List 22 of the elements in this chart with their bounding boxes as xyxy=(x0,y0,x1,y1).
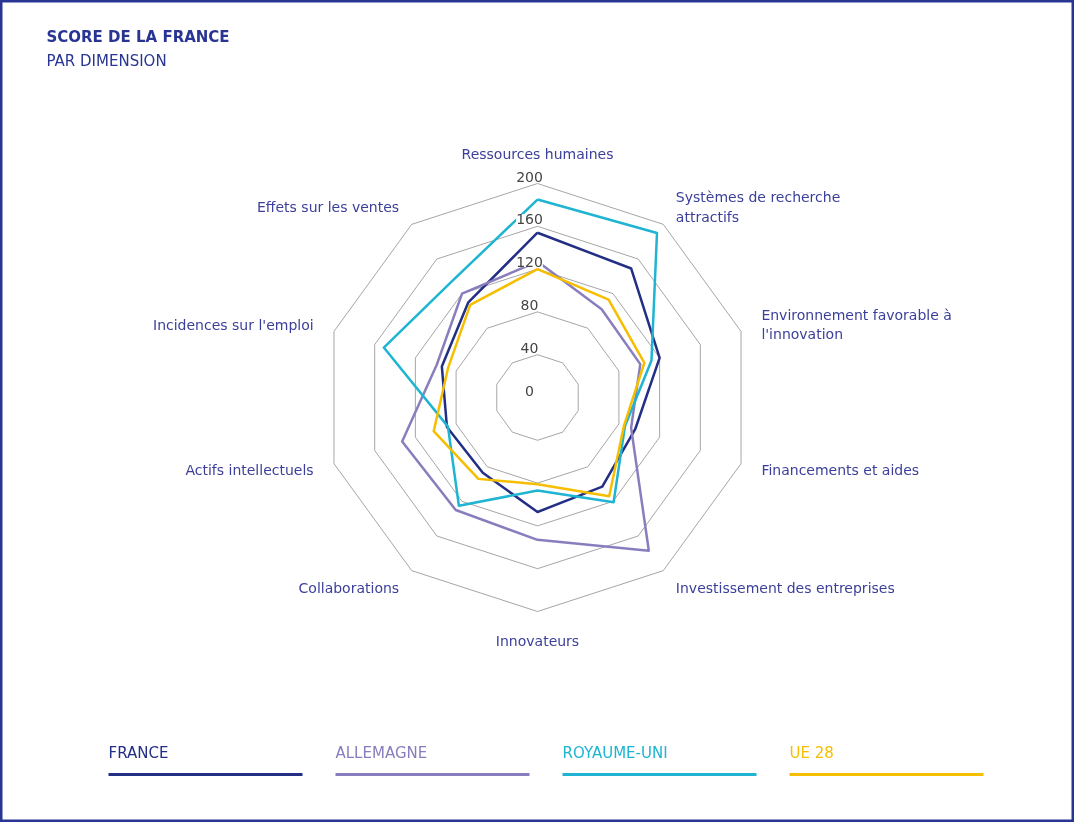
y-tick-label: 40 xyxy=(520,339,539,356)
y-tick-label: 120 xyxy=(516,254,543,271)
spoke-label: Effets sur les ventes xyxy=(257,199,400,216)
spoke-label: Ressources humaines xyxy=(461,146,614,163)
y-tick-label: 0 xyxy=(525,382,534,399)
y-tick-label: 200 xyxy=(516,168,543,185)
chart-subtitle: PAR DIMENSION xyxy=(46,51,167,70)
spoke-label: Collaborations xyxy=(298,579,400,596)
y-tick-label: 160 xyxy=(516,211,543,228)
spoke-label: Incidences sur l'emploi xyxy=(153,316,314,333)
spoke-label: Systèmes de recherche attractifs xyxy=(675,189,841,225)
chart-title: SCORE DE LA FRANCE xyxy=(46,27,230,46)
spoke-label: Innovateurs xyxy=(495,632,580,649)
text: ALLEMAGNE xyxy=(335,743,428,762)
spoke-label: Investissement des entreprises xyxy=(675,579,895,596)
spoke-label: Environnement favorable à l'innovation xyxy=(761,307,952,343)
text: ROYAUME-UNI xyxy=(562,743,668,762)
spoke-label: Actifs intellectuels xyxy=(185,462,314,479)
y-tick-label: 80 xyxy=(520,296,539,313)
text: FRANCE xyxy=(108,743,169,762)
spoke-label: Financements et aides xyxy=(761,462,920,479)
text: UE 28 xyxy=(789,743,834,762)
